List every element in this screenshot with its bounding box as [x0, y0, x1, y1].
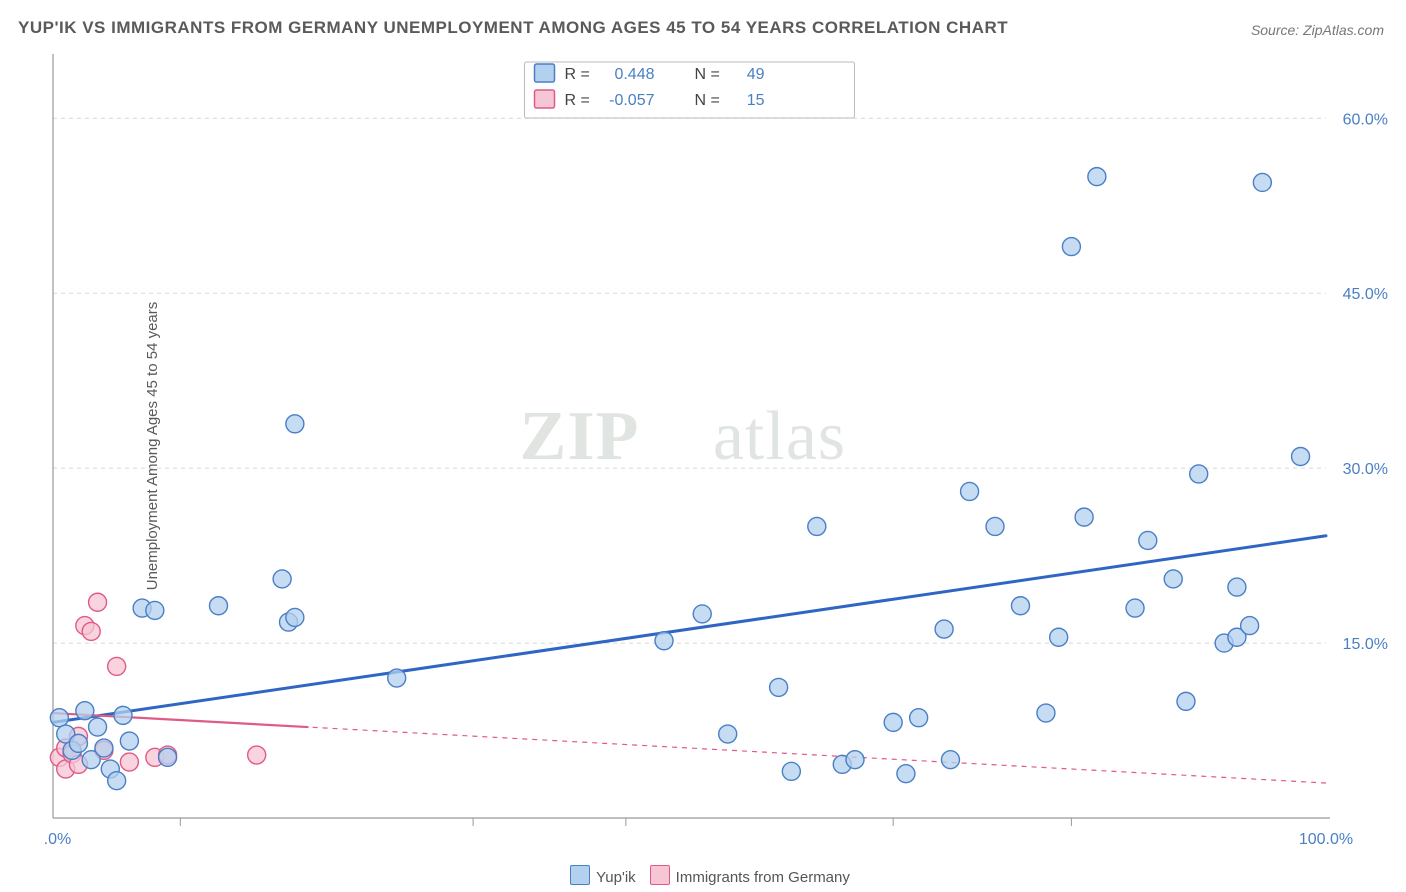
data-point [808, 517, 826, 535]
y-tick-label: 15.0% [1343, 636, 1388, 653]
data-point [910, 709, 928, 727]
watermark: atlas [713, 398, 846, 475]
y-tick-label: 60.0% [1343, 111, 1388, 128]
legend-swatch [535, 64, 555, 82]
data-point [1088, 168, 1106, 186]
legend-swatch [535, 90, 555, 108]
legend-n-label: N = [695, 66, 720, 83]
data-point [69, 734, 87, 752]
legend-label: Yup'ik [596, 869, 636, 886]
data-point [1228, 578, 1246, 596]
data-point [1062, 238, 1080, 256]
data-point [1037, 704, 1055, 722]
data-point [846, 751, 864, 769]
x-tick-label: 100.0% [1299, 831, 1353, 848]
data-point [108, 772, 126, 790]
data-point [89, 593, 107, 611]
data-point [1241, 617, 1259, 635]
data-point [286, 608, 304, 626]
data-point [209, 597, 227, 615]
data-point [986, 517, 1004, 535]
data-point [655, 632, 673, 650]
data-point [770, 678, 788, 696]
y-tick-label: 30.0% [1343, 461, 1388, 478]
legend-n-label: N = [695, 92, 720, 109]
scatter-chart: 15.0% 30.0% 45.0% 60.0% 0.0% 100.0% ZIP atlas R … [45, 50, 1396, 852]
y-tick-label: 45.0% [1343, 286, 1388, 303]
data-point [82, 622, 100, 640]
x-tick-label: 0.0% [45, 831, 71, 848]
chart-area: 15.0% 30.0% 45.0% 60.0% 0.0% 100.0% ZIP atlas R … [45, 50, 1396, 852]
data-point [95, 739, 113, 757]
legend-swatch [650, 865, 670, 885]
legend-swatch [570, 865, 590, 885]
source-label: Source: ZipAtlas.com [1251, 22, 1384, 38]
legend-n-value: 49 [747, 66, 765, 83]
legend-r-value: 0.448 [614, 66, 654, 83]
data-point [935, 620, 953, 638]
data-point [719, 725, 737, 743]
data-point [286, 415, 304, 433]
data-point [120, 732, 138, 750]
chart-title: YUP'IK VS IMMIGRANTS FROM GERMANY UNEMPL… [18, 18, 1008, 38]
data-point [146, 601, 164, 619]
data-point [693, 605, 711, 623]
data-point [108, 657, 126, 675]
legend-label: Immigrants from Germany [676, 869, 850, 886]
data-point [884, 713, 902, 731]
data-point [1139, 531, 1157, 549]
legend-r-label: R = [565, 66, 590, 83]
data-point [1190, 465, 1208, 483]
data-point [1126, 599, 1144, 617]
bottom-legend: Yup'ik Immigrants from Germany [0, 865, 1406, 886]
data-point [1253, 173, 1271, 191]
data-point [1075, 508, 1093, 526]
legend-r-value: -0.057 [609, 92, 654, 109]
data-point [248, 746, 266, 764]
data-point [114, 706, 132, 724]
data-point [120, 753, 138, 771]
data-point [782, 762, 800, 780]
legend-r-label: R = [565, 92, 590, 109]
data-point [1050, 628, 1068, 646]
watermark: ZIP [520, 398, 640, 475]
trend-line [53, 536, 1326, 723]
data-point [1011, 597, 1029, 615]
data-point [89, 718, 107, 736]
data-point [50, 709, 68, 727]
data-point [1292, 447, 1310, 465]
data-point [1164, 570, 1182, 588]
data-point [388, 669, 406, 687]
data-point [961, 482, 979, 500]
data-point [76, 702, 94, 720]
data-point [159, 748, 177, 766]
data-point [1177, 692, 1195, 710]
data-point [273, 570, 291, 588]
legend-n-value: 15 [747, 92, 765, 109]
data-point [897, 765, 915, 783]
data-point [941, 751, 959, 769]
